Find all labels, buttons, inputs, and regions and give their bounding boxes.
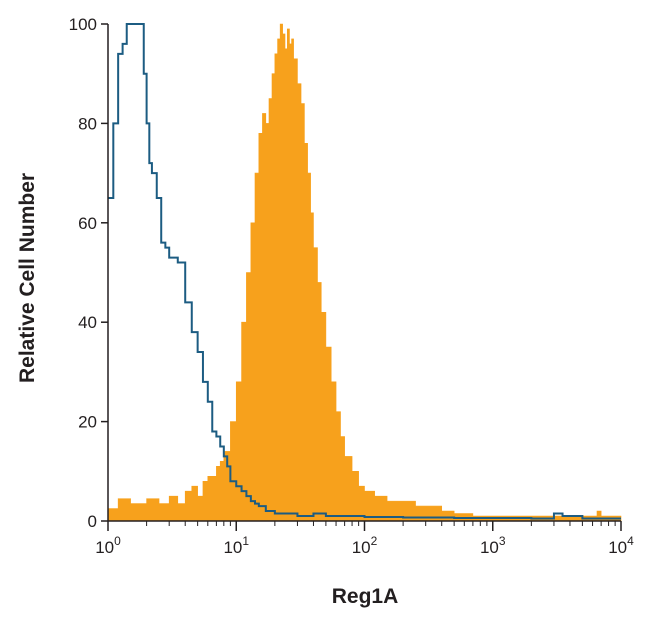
series-layer xyxy=(107,23,622,522)
x-tick-exponent: 1 xyxy=(242,534,249,548)
x-tick-label: 100 xyxy=(95,534,121,557)
y-tick-label: 80 xyxy=(78,114,97,133)
x-tick-exponent: 2 xyxy=(371,534,378,548)
x-axis-title: Reg1A xyxy=(332,585,399,608)
y-axis-title: Relative Cell Number xyxy=(16,173,39,383)
x-tick-base: 10 xyxy=(608,538,627,557)
x-tick-exponent: 4 xyxy=(627,534,634,548)
y-tick-label: 100 xyxy=(69,15,97,34)
x-tick-label: 103 xyxy=(480,534,506,557)
x-tick-exponent: 0 xyxy=(114,534,121,548)
y-tick-label: 40 xyxy=(78,313,97,332)
outline-histogram xyxy=(108,23,621,520)
x-tick-label: 102 xyxy=(352,534,378,557)
x-tick-exponent: 3 xyxy=(499,534,506,548)
y-tick-label: 0 xyxy=(88,512,97,531)
y-tick-label: 20 xyxy=(78,413,97,432)
x-tick-base: 10 xyxy=(95,538,114,557)
x-ticks: 100 101 102 103 104 xyxy=(95,521,634,557)
x-tick-label: 104 xyxy=(608,534,634,557)
x-tick-base: 10 xyxy=(352,538,371,557)
filled-histogram xyxy=(107,23,622,522)
y-tick-label: 60 xyxy=(78,214,97,233)
x-tick-base: 10 xyxy=(223,538,242,557)
y-ticks: 0 20 40 60 80 100 xyxy=(69,15,108,531)
x-tick-label: 101 xyxy=(223,534,249,557)
x-tick-base: 10 xyxy=(480,538,499,557)
